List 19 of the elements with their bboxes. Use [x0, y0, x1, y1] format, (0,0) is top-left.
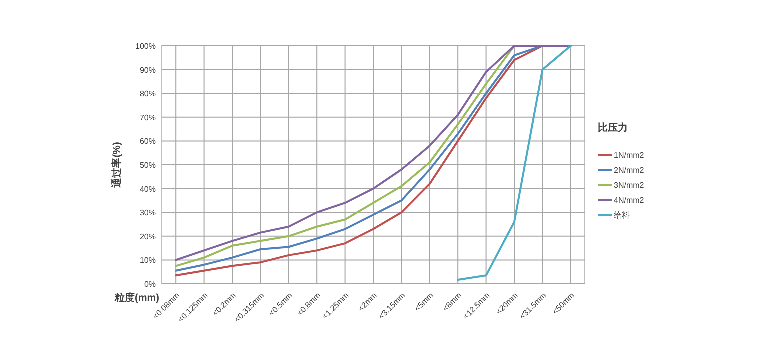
y-tick-label: 100%: [136, 42, 156, 51]
y-tick-label: 30%: [140, 208, 156, 218]
y-tick-label: 80%: [140, 90, 156, 99]
legend-label: 4N/mm2: [614, 196, 645, 205]
y-axis-title: 通过率(%): [111, 142, 123, 189]
y-tick-label: 60%: [140, 137, 156, 146]
legend-label: 给料: [614, 211, 630, 220]
y-tick-label: 50%: [140, 161, 156, 170]
legend-label: 3N/mm2: [614, 181, 645, 190]
y-tick-label: 0%: [144, 280, 156, 289]
y-tick-label: 20%: [140, 232, 156, 242]
y-tick-label: 10%: [140, 256, 156, 266]
legend-label: 1N/mm2: [614, 151, 645, 160]
legend-label: 2N/mm2: [614, 166, 645, 175]
y-tick-label: 40%: [140, 184, 156, 194]
line-series: [457, 45, 572, 281]
y-tick-label: 90%: [140, 66, 156, 75]
y-tick-label: 70%: [140, 113, 156, 122]
legend-title: 比压力: [598, 122, 628, 134]
